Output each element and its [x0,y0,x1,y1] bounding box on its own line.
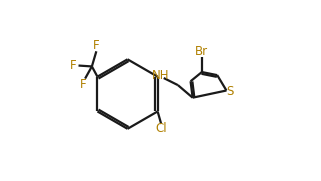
Text: Br: Br [195,45,208,58]
Text: F: F [70,59,77,72]
Text: NH: NH [152,69,169,82]
Text: S: S [227,85,234,98]
Text: Cl: Cl [155,122,167,135]
Text: F: F [93,39,100,52]
Text: F: F [80,78,86,91]
